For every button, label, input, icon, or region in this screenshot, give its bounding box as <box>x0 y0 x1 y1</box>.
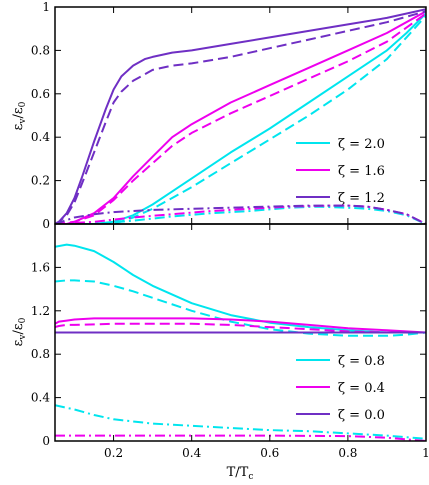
series-line-0-6 <box>55 8 426 224</box>
bottom-y-axis-label: εv/ε0 <box>11 317 28 346</box>
series-line-1-2 <box>55 404 426 440</box>
legend-label: ζ = 2.0 <box>338 137 385 152</box>
legend-label: ζ = 0.4 <box>338 381 385 396</box>
top-panel: 0 0.2 0.4 0.6 0.8 1 ζ = 2.0 ζ = 1.6 ζ = 1.2 <box>31 0 427 231</box>
series-line-1-0 <box>55 243 426 334</box>
y-tick-label: 0.8 <box>31 43 50 57</box>
series-line-0-5 <box>55 204 426 224</box>
y-tick-label: 1 <box>42 0 50 14</box>
bottom-legend: ζ = 0.8 ζ = 0.4 ζ = 0.0 <box>296 354 385 423</box>
x-tick-label: 0.4 <box>182 446 201 460</box>
series-line-1-1 <box>55 279 426 337</box>
x-axis-label: T/Tc <box>227 465 254 482</box>
legend-label: ζ = 0.8 <box>338 354 385 369</box>
series-line-0-7 <box>55 10 426 224</box>
y-tick-label: 1.2 <box>31 304 50 318</box>
series-line-0-8 <box>55 204 426 224</box>
top-y-axis-label: εv/ε0 <box>11 101 28 130</box>
y-tick-label: 0.4 <box>31 130 50 144</box>
bottom-panel: 0.2 0.4 0.6 0.8 100.40.81.21.6 ζ = 0.8ζ = 0.… <box>31 223 429 460</box>
x-tick-label: 0.8 <box>338 446 357 460</box>
series-line-1-4 <box>55 322 426 334</box>
series-line-0-0 <box>55 12 426 224</box>
y-tick-label: 1.6 <box>31 260 50 274</box>
x-tick-label: 0.2 <box>104 446 123 460</box>
y-tick-label: 0.4 <box>31 391 50 405</box>
legend-label: ζ = 1.2 <box>338 191 385 206</box>
top-legend: ζ = 2.0 ζ = 1.6 ζ = 1.2 <box>296 137 385 206</box>
series-line-1-5 <box>55 434 426 441</box>
x-tick-label: 0.6 <box>260 446 279 460</box>
y-tick-label: 0.6 <box>31 87 50 101</box>
series-line-0-2 <box>55 205 426 224</box>
y-tick-label: 0 <box>42 217 50 231</box>
x-tick-label: 1 <box>422 446 429 460</box>
plot-frame <box>54 223 427 442</box>
y-tick-label: 0.8 <box>31 347 50 361</box>
legend-label: ζ = 0.0 <box>338 408 385 423</box>
y-tick-label: 0.2 <box>31 174 50 188</box>
series-line-0-1 <box>55 15 426 224</box>
series-line-0-4 <box>55 12 426 224</box>
legend-label: ζ = 1.6 <box>338 164 385 179</box>
series-line-0-3 <box>55 10 426 224</box>
series-line-1-3 <box>55 317 426 334</box>
y-tick-label: 0 <box>42 434 50 448</box>
